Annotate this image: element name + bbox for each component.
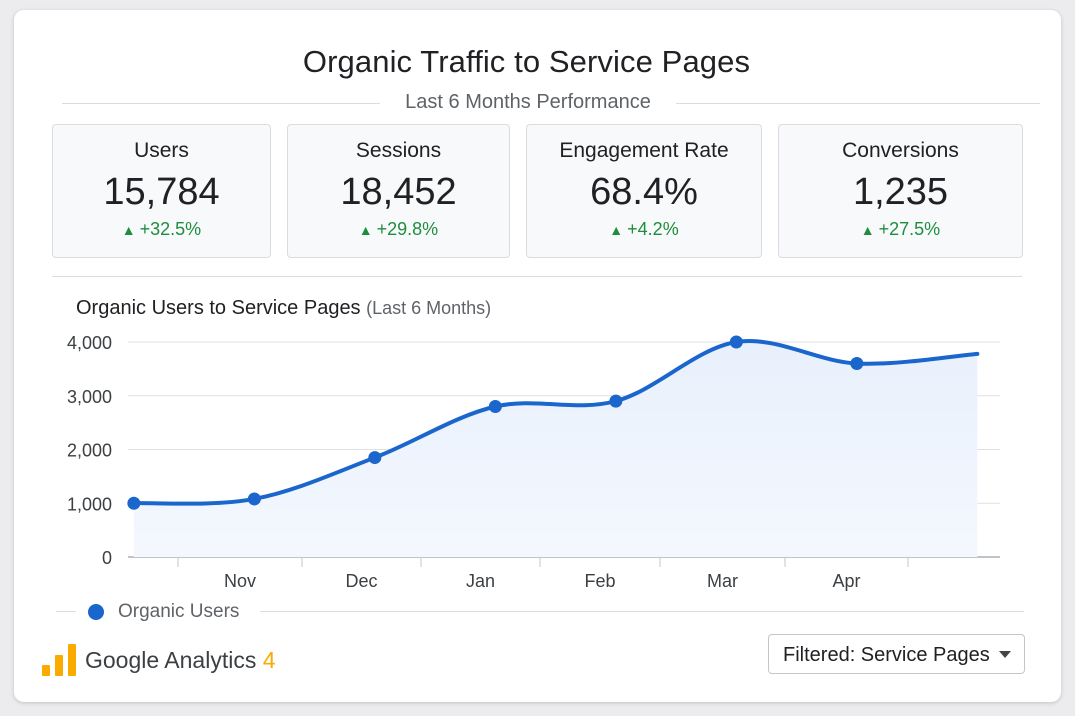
subtitle-divider-left xyxy=(62,103,380,104)
y-tick-label: 4,000 xyxy=(67,333,112,353)
kpi-change: ▲ +29.8% xyxy=(288,219,509,240)
kpi-change: ▲ +27.5% xyxy=(779,219,1022,240)
kpi-change: ▲ +32.5% xyxy=(53,219,270,240)
y-tick-label: 3,000 xyxy=(67,387,112,407)
data-point xyxy=(247,492,261,506)
data-point xyxy=(609,394,623,408)
subtitle-divider-right xyxy=(676,103,1040,104)
kpi-card-sessions[interactable]: Sessions 18,452 ▲ +29.8% xyxy=(287,124,510,258)
kpi-change-value: +32.5% xyxy=(139,219,202,239)
up-arrow-icon: ▲ xyxy=(609,222,624,238)
kpi-change-value: +27.5% xyxy=(878,219,941,239)
legend-divider-right xyxy=(260,611,1024,612)
x-tick-label: Apr xyxy=(832,571,860,591)
kpi-label: Engagement Rate xyxy=(559,139,729,162)
analytics-bars-icon xyxy=(42,644,76,676)
kpi-value: 68.4% xyxy=(590,171,698,213)
chart-title-suffix: (Last 6 Months) xyxy=(366,298,492,318)
x-tick-label: Feb xyxy=(584,571,615,591)
brand-version: 4 xyxy=(262,647,276,673)
kpi-change: ▲ +4.2% xyxy=(527,219,761,240)
data-point xyxy=(368,451,382,465)
data-point xyxy=(127,496,141,510)
filter-label: Filtered: Service Pages xyxy=(783,644,990,666)
series-area xyxy=(133,341,978,557)
y-tick-label: 0 xyxy=(102,548,112,568)
y-tick-label: 1,000 xyxy=(67,494,112,514)
legend-marker xyxy=(88,604,104,620)
data-point xyxy=(729,335,743,349)
kpi-value: 18,452 xyxy=(340,171,457,213)
chart-title: Organic Users to Service Pages (Last 6 M… xyxy=(76,297,491,320)
x-tick-label: Mar xyxy=(707,571,738,591)
brand-name: Google Analytics 4 xyxy=(85,647,276,674)
up-arrow-icon: ▲ xyxy=(860,222,875,238)
kpi-change-value: +29.8% xyxy=(376,219,439,239)
up-arrow-icon: ▲ xyxy=(358,222,373,238)
data-point xyxy=(488,400,502,413)
kpi-change-value: +4.2% xyxy=(627,219,679,239)
x-tick-label: Dec xyxy=(345,571,377,591)
brand-text: Google Analytics xyxy=(85,647,257,673)
kpi-label: Conversions xyxy=(842,139,959,162)
y-tick-label: 2,000 xyxy=(67,441,112,461)
up-arrow-icon: ▲ xyxy=(121,222,136,238)
section-divider xyxy=(52,276,1022,277)
subtitle-row: Last 6 Months Performance xyxy=(62,90,1040,116)
filter-dropdown[interactable]: Filtered: Service Pages xyxy=(768,634,1025,674)
kpi-card-conversions[interactable]: Conversions 1,235 ▲ +27.5% xyxy=(778,124,1023,258)
chart-title-main: Organic Users to Service Pages xyxy=(76,297,361,319)
kpi-card-users[interactable]: Users 15,784 ▲ +32.5% xyxy=(52,124,271,258)
report-title: Organic Traffic to Service Pages xyxy=(302,44,751,79)
legend-divider-left xyxy=(56,611,76,612)
kpi-value: 15,784 xyxy=(103,171,220,213)
series-line xyxy=(131,339,980,506)
kpi-card-engagement-rate[interactable]: Engagement Rate 68.4% ▲ +4.2% xyxy=(526,124,762,258)
x-tick-label: Jan xyxy=(466,571,495,591)
kpi-label: Sessions xyxy=(355,139,442,162)
kpi-value: 1,235 xyxy=(852,171,949,213)
report-subtitle: Last 6 Months Performance xyxy=(405,91,651,113)
x-tick-label: Nov xyxy=(224,571,256,591)
legend-label: Organic Users xyxy=(118,601,240,622)
data-point xyxy=(850,357,864,370)
legend: Organic Users xyxy=(56,600,1024,624)
kpi-label: Users xyxy=(134,139,189,162)
caret-down-icon xyxy=(999,651,1011,658)
